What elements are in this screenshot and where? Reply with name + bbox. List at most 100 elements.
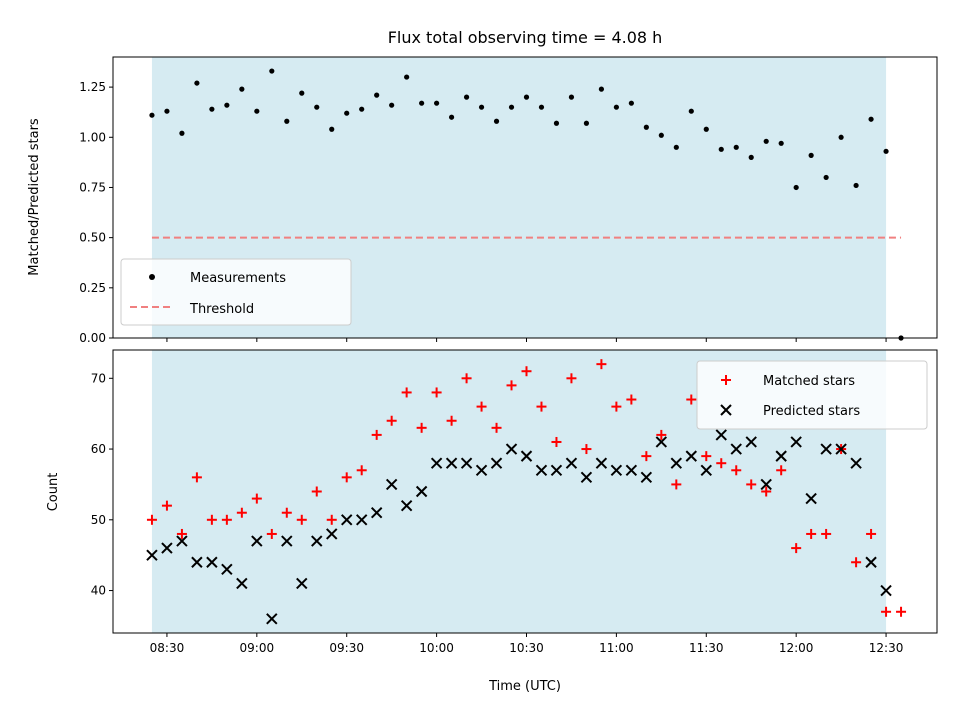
measurement-point <box>344 110 350 116</box>
legend-predicted-marker <box>720 404 732 416</box>
measurement-point <box>763 138 769 144</box>
chart-title: Flux total observing time = 4.08 h <box>388 28 663 47</box>
predicted-star-point <box>191 556 203 568</box>
predicted-star-point <box>550 464 563 476</box>
y-tick-label: 70 <box>91 371 106 385</box>
predicted-star-point <box>640 471 653 484</box>
count-legend: Matched stars Predicted stars <box>696 360 928 430</box>
ratio-y-axis-label: Matched/Predicted stars <box>27 118 42 276</box>
x-axis-label: Time (UTC) <box>488 679 561 694</box>
measurement-point <box>643 124 649 130</box>
predicted-star-point <box>460 457 473 469</box>
predicted-star-point <box>685 450 698 462</box>
measurement-point <box>209 106 215 112</box>
y-tick-label: 50 <box>91 513 106 527</box>
predicted-star-point <box>385 478 398 491</box>
legend-threshold: Threshold <box>189 302 254 317</box>
measurement-point <box>838 134 844 140</box>
predicted-star-point <box>880 584 892 597</box>
predicted-star-point <box>296 577 308 590</box>
predicted-star-point <box>670 457 683 469</box>
measurement-point <box>793 184 799 191</box>
measurement-point <box>269 68 275 74</box>
predicted-star-point <box>281 535 293 547</box>
measurement-point <box>733 144 739 150</box>
y-tick-label: 40 <box>91 584 106 598</box>
predicted-star-point <box>236 577 248 590</box>
measurement-point <box>718 146 724 152</box>
measurement-point <box>434 100 440 106</box>
x-tick-label: 09:00 <box>240 641 275 655</box>
measurement-point <box>628 100 634 106</box>
count-y-axis-label: Count <box>46 473 61 512</box>
measurement-point <box>658 132 664 138</box>
measurement-point <box>374 92 380 98</box>
measurement-point <box>598 86 605 92</box>
predicted-star-point <box>355 514 368 526</box>
predicted-star-point <box>146 549 158 561</box>
measurement-point <box>553 120 560 126</box>
count-panel: 40 50 60 70 08:30 09:00 09:30 10:00 10:30 11:00 1… <box>46 349 938 694</box>
x-tick-label: 08:30 <box>150 641 185 655</box>
measurement-point <box>778 140 784 146</box>
measurement-point <box>149 112 155 118</box>
predicted-star-point <box>445 457 458 469</box>
measurement-point <box>463 94 470 100</box>
measurement-point <box>823 174 829 181</box>
measurement-point <box>583 120 590 126</box>
x-tick-label: 11:30 <box>689 641 724 655</box>
y-tick-label: 0.25 <box>79 281 106 295</box>
predicted-star-point <box>430 457 443 469</box>
predicted-star-point <box>221 563 233 576</box>
ratio-y-ticks: 0.00 0.25 0.50 0.75 1.00 1.25 <box>79 80 113 345</box>
y-tick-label: 0.75 <box>79 180 106 194</box>
predicted-star-point <box>400 499 413 512</box>
legend-measurement-marker <box>149 274 155 280</box>
predicted-star-point <box>730 443 742 455</box>
predicted-star-point <box>370 507 383 519</box>
x-tick-label: 12:00 <box>779 641 814 655</box>
count-legend-box <box>696 360 928 430</box>
predicted-star-point <box>760 478 772 491</box>
x-tick-label: 10:00 <box>419 641 454 655</box>
measurement-point <box>224 102 230 108</box>
measurement-point <box>508 104 515 110</box>
legend-matched-marker <box>721 375 731 385</box>
y-tick-label: 1.25 <box>79 80 106 94</box>
legend-matched-stars: Matched stars <box>763 374 855 389</box>
y-tick-label: 60 <box>91 442 106 456</box>
predicted-star-point <box>206 556 218 568</box>
x-tick-label: 11:00 <box>599 641 634 655</box>
predicted-star-point <box>715 429 727 441</box>
ratio-x-ticks <box>166 338 887 342</box>
ratio-plot-frame <box>112 56 938 339</box>
matched-star-points <box>146 359 907 617</box>
measurement-point <box>478 104 485 110</box>
measurement-point <box>853 182 859 189</box>
measurement-point <box>613 104 619 110</box>
measurement-points <box>149 68 904 341</box>
predicted-star-point <box>505 443 518 455</box>
measurement-point <box>404 74 410 80</box>
measurement-point <box>389 102 395 108</box>
measurement-point <box>538 104 545 110</box>
predicted-star-point <box>176 535 188 547</box>
predicted-star-point <box>805 492 817 505</box>
measurement-point <box>299 90 305 96</box>
predicted-star-point <box>865 556 877 568</box>
predicted-star-point <box>161 542 173 554</box>
predicted-star-point <box>655 436 668 448</box>
predicted-star-point <box>535 464 548 476</box>
legend-predicted-stars: Predicted stars <box>763 404 860 419</box>
predicted-star-point <box>311 535 323 547</box>
measurement-point <box>314 104 320 110</box>
ratio-legend: Measurements Threshold <box>120 258 352 326</box>
measurement-point <box>239 86 245 92</box>
predicted-star-point <box>700 464 712 476</box>
predicted-star-point <box>341 514 353 526</box>
measurement-point <box>493 118 500 124</box>
predicted-star-point <box>745 436 757 448</box>
predicted-star-point <box>326 528 338 540</box>
predicted-star-point <box>790 436 802 448</box>
ratio-legend-box <box>120 258 352 326</box>
